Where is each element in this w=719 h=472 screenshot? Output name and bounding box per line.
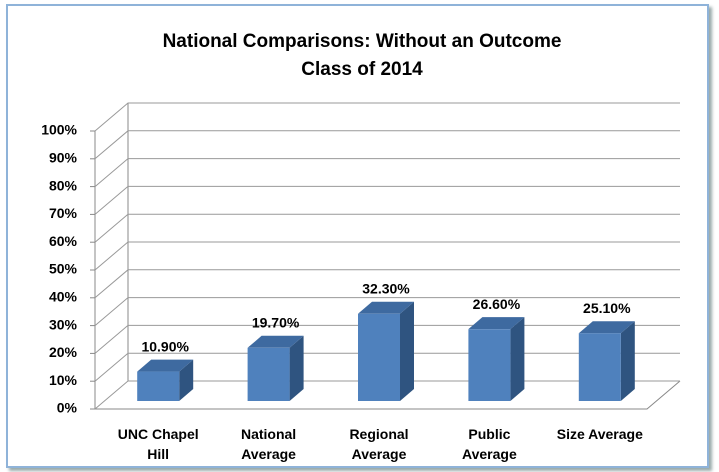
bar	[578, 333, 621, 401]
bar-top	[358, 301, 414, 314]
bar-top	[578, 321, 635, 334]
data-label: 26.60%	[473, 296, 521, 312]
bar-side	[400, 301, 414, 401]
data-label: 32.30%	[362, 280, 410, 296]
y-tick-label: 60%	[49, 233, 78, 249]
y-tick-label: 70%	[49, 205, 78, 221]
grid-line	[94, 241, 680, 271]
x-tick-label: Size Average	[556, 426, 643, 442]
x-tick-label: National Average	[240, 426, 297, 462]
bar	[137, 371, 180, 401]
y-tick-label: 30%	[49, 316, 78, 332]
grid-line	[94, 269, 680, 299]
data-label: 25.10%	[583, 300, 631, 316]
x-tick-label: Public Average	[462, 426, 517, 462]
bar-side	[510, 317, 525, 401]
y-tick-label: 20%	[49, 344, 78, 360]
y-tick-label: 50%	[49, 261, 78, 277]
grid-line	[94, 130, 680, 160]
bar-side	[179, 359, 194, 401]
grid-line	[94, 213, 680, 243]
y-tick-label: 90%	[49, 150, 78, 166]
bar-side	[289, 335, 304, 401]
x-tick-label: Regional Average	[349, 426, 409, 462]
bar-side	[620, 321, 635, 401]
y-tick-label: 40%	[49, 289, 78, 305]
bar-top	[247, 335, 304, 348]
bar-top	[137, 359, 194, 372]
bar	[468, 329, 511, 401]
y-tick-label: 0%	[57, 400, 78, 416]
y-tick-label: 80%	[49, 177, 78, 193]
grid-line	[94, 158, 680, 187]
grid-line	[94, 297, 680, 326]
bar-top	[468, 317, 525, 330]
x-tick-label: UNC Chapel Hill	[117, 426, 199, 462]
y-tick-label: 10%	[49, 372, 78, 388]
data-label: 10.90%	[141, 338, 189, 354]
bar	[247, 347, 290, 401]
chart-subtitle: Class of 2014	[301, 59, 423, 80]
grid-line	[94, 185, 680, 215]
y-tick-label: 100%	[41, 122, 77, 138]
floor-edge	[95, 380, 681, 410]
bar	[358, 313, 400, 401]
grid-line	[94, 102, 680, 132]
data-label: 19.70%	[252, 315, 300, 331]
chart-title: National Comparisons: Without an Outcome	[163, 31, 562, 52]
